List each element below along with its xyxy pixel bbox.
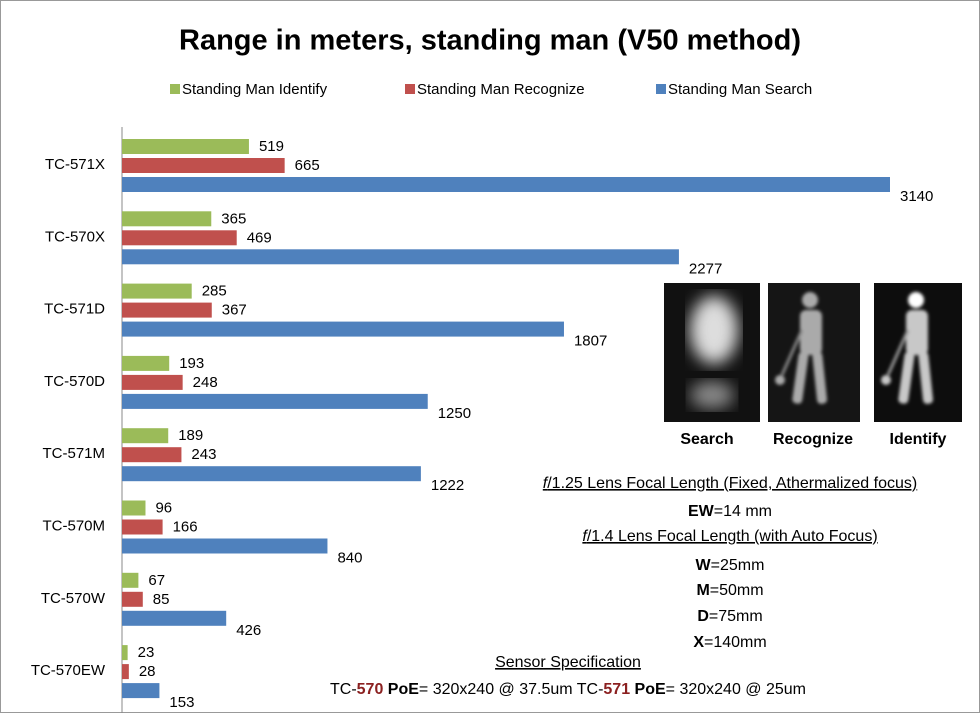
- note-part: = 320x240 @ 37.5um TC-: [419, 681, 604, 698]
- value-label: 166: [173, 518, 198, 535]
- bar: [122, 592, 143, 607]
- note: TC-570 PoE= 320x240 @ 37.5um TC-571 PoE=…: [330, 681, 806, 698]
- bar: [122, 230, 237, 245]
- value-label: 1250: [438, 405, 471, 422]
- value-label: 23: [138, 644, 155, 661]
- note-part: /1.25 Lens Focal Length (Fixed, Athermal…: [547, 475, 917, 492]
- value-label: 96: [155, 499, 172, 516]
- bar: [122, 158, 285, 173]
- value-label: 67: [148, 572, 165, 589]
- category-label: TC-570EW: [31, 662, 106, 679]
- note: D=75mm: [697, 608, 762, 625]
- value-label: 1222: [431, 477, 464, 494]
- value-label: 367: [222, 302, 247, 319]
- value-label: 1807: [574, 333, 607, 350]
- bar: [122, 573, 138, 588]
- value-label: 365: [221, 210, 246, 227]
- note-part: =25mm: [711, 557, 765, 574]
- value-label: 28: [139, 663, 156, 680]
- note-part: TC-: [330, 681, 357, 698]
- bar: [122, 611, 226, 626]
- value-label: 3140: [900, 188, 933, 205]
- image-label: Search: [680, 431, 733, 448]
- category-label: TC-570D: [44, 373, 105, 390]
- value-label: 285: [202, 283, 227, 300]
- bar: [122, 645, 128, 660]
- bar: [122, 683, 159, 698]
- note-part: = 320x240 @ 25um: [666, 681, 806, 698]
- category-label: TC-570M: [42, 517, 105, 534]
- legend-label: Standing Man Recognize: [417, 81, 585, 98]
- note: M=50mm: [696, 582, 763, 599]
- value-label: 426: [236, 622, 261, 639]
- note-part: M: [696, 582, 709, 599]
- value-label: 153: [169, 694, 194, 711]
- bar: [122, 664, 129, 679]
- bar: [122, 139, 249, 154]
- note-part: /1.4 Lens Focal Length (with Auto Focus): [587, 528, 878, 545]
- bar: [122, 394, 428, 409]
- note-part: 571: [603, 681, 630, 698]
- category-label: TC-571X: [45, 156, 105, 173]
- legend-label: Standing Man Identify: [182, 81, 328, 98]
- thermal-image-identify: [874, 283, 962, 422]
- value-label: 189: [178, 427, 203, 444]
- bar: [122, 177, 890, 192]
- note-part: Sensor Specification: [495, 654, 641, 671]
- bar: [122, 520, 163, 535]
- note-part: PoE: [383, 681, 419, 698]
- bar: [122, 428, 168, 443]
- chart: Range in meters, standing man (V50 metho…: [0, 0, 980, 713]
- value-label: 519: [259, 138, 284, 155]
- note-part: X: [693, 634, 704, 651]
- note: f/1.4 Lens Focal Length (with Auto Focus…: [582, 528, 877, 545]
- value-label: 243: [191, 446, 216, 463]
- bar: [122, 539, 327, 554]
- bar: [122, 284, 192, 299]
- bar: [122, 356, 169, 371]
- category-label: TC-571D: [44, 301, 105, 318]
- thermal-image-search: [664, 283, 760, 422]
- bar: [122, 303, 212, 318]
- legend-swatch: [656, 84, 666, 94]
- legend-label: Standing Man Search: [668, 81, 812, 98]
- legend-swatch: [405, 84, 415, 94]
- bar: [122, 249, 679, 264]
- note: f/1.25 Lens Focal Length (Fixed, Atherma…: [543, 475, 917, 492]
- value-label: 665: [295, 157, 320, 174]
- image-label: Identify: [890, 431, 947, 448]
- note: W=25mm: [696, 557, 765, 574]
- note: X=140mm: [693, 634, 766, 651]
- category-label: TC-570X: [45, 228, 105, 245]
- value-label: 85: [153, 591, 170, 608]
- bar: [122, 375, 183, 390]
- value-label: 248: [193, 374, 218, 391]
- bar: [122, 211, 211, 226]
- value-label: 469: [247, 229, 272, 246]
- bar: [122, 466, 421, 481]
- note: EW=14 mm: [688, 503, 772, 520]
- category-label: TC-570W: [41, 590, 106, 607]
- value-label: 2277: [689, 260, 722, 277]
- note-part: =140mm: [704, 634, 767, 651]
- value-label: 193: [179, 355, 204, 372]
- chart-title: Range in meters, standing man (V50 metho…: [179, 25, 801, 57]
- note-part: =50mm: [710, 582, 764, 599]
- note-part: EW: [688, 503, 715, 520]
- bar: [122, 447, 181, 462]
- note: Sensor Specification: [495, 654, 641, 671]
- image-label: Recognize: [773, 431, 853, 448]
- value-label: 840: [337, 549, 362, 566]
- thermal-image-recognize: [768, 283, 860, 422]
- note-part: W: [696, 557, 712, 574]
- category-label: TC-571M: [42, 445, 105, 462]
- note-part: PoE: [630, 681, 666, 698]
- note-part: =75mm: [709, 608, 763, 625]
- legend-swatch: [170, 84, 180, 94]
- bar: [122, 322, 564, 337]
- bar: [122, 501, 145, 516]
- note-part: D: [697, 608, 709, 625]
- note-part: =14 mm: [714, 503, 772, 520]
- note-part: 570: [357, 681, 384, 698]
